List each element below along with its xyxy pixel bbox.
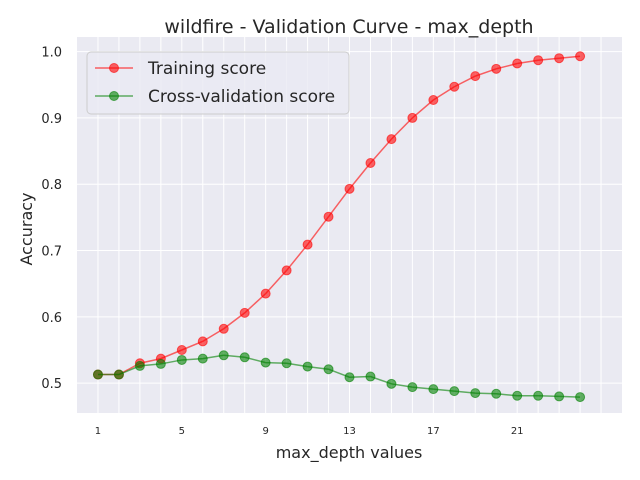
data-point-1 [113, 369, 124, 380]
data-point-0 [491, 63, 502, 74]
data-point-0 [302, 239, 313, 250]
data-point-1 [197, 353, 208, 364]
data-point-1 [260, 357, 271, 368]
data-point-1 [449, 386, 460, 397]
y-tick-label: 0.8 [41, 178, 62, 193]
data-point-1 [533, 390, 544, 401]
data-point-1 [428, 384, 439, 395]
legend-label-training: Training score [147, 59, 266, 79]
data-point-1 [407, 382, 418, 393]
data-point-1 [470, 388, 481, 399]
data-point-1 [92, 369, 103, 380]
data-point-0 [218, 323, 229, 334]
legend-label-cv: Cross-validation score [148, 87, 335, 107]
data-point-1 [302, 361, 313, 372]
data-point-0 [176, 345, 187, 356]
data-point-0 [449, 81, 460, 92]
x-tick-label: 9 [262, 426, 268, 437]
data-point-0 [470, 71, 481, 82]
data-point-0 [512, 58, 523, 69]
y-tick-label: 0.7 [41, 245, 62, 260]
y-tick-label: 0.5 [41, 377, 62, 392]
data-point-0 [407, 112, 418, 123]
x-tick-label: 1 [95, 426, 101, 437]
data-point-1 [554, 391, 565, 402]
data-point-1 [155, 358, 166, 369]
data-point-0 [428, 94, 439, 105]
data-point-1 [512, 390, 523, 401]
data-point-1 [365, 371, 376, 382]
y-tick-label: 0.9 [41, 112, 62, 127]
data-point-1 [239, 352, 250, 363]
data-point-1 [176, 354, 187, 365]
data-point-0 [239, 307, 250, 318]
y-tick-label: 0.6 [41, 311, 62, 326]
x-tick-label: 13 [343, 426, 356, 437]
chart-title: wildfire - Validation Curve - max_depth [164, 16, 533, 38]
data-point-0 [323, 211, 334, 222]
data-point-0 [554, 53, 565, 64]
data-point-0 [344, 183, 355, 194]
legend-marker-cv [109, 91, 119, 101]
data-point-0 [365, 157, 376, 168]
legend: Training score Cross-validation score [86, 51, 350, 115]
data-point-1 [575, 392, 586, 403]
data-point-0 [386, 134, 397, 145]
data-point-1 [281, 358, 292, 369]
data-point-0 [260, 288, 271, 299]
x-tick-label: 17 [427, 426, 440, 437]
x-tick-label: 21 [511, 426, 524, 437]
data-point-1 [323, 364, 334, 375]
data-point-0 [533, 55, 544, 66]
x-tick-label: 5 [179, 426, 185, 437]
data-point-1 [344, 372, 355, 383]
legend-marker-training [109, 63, 119, 73]
legend-box [86, 51, 350, 115]
data-point-0 [575, 51, 586, 62]
data-point-1 [386, 378, 397, 389]
data-point-0 [281, 265, 292, 276]
data-point-0 [197, 336, 208, 347]
y-tick-labels: 0.5 0.6 0.7 0.8 0.9 1.0 [41, 46, 62, 393]
y-tick-label: 1.0 [41, 46, 62, 61]
x-axis-label: max_depth values [276, 443, 423, 463]
data-point-1 [491, 388, 502, 399]
x-tick-labels: 1 5 9 13 17 21 [95, 426, 524, 437]
y-axis-label: Accuracy [17, 192, 36, 265]
data-point-1 [218, 350, 229, 361]
series-layer [92, 51, 586, 403]
data-point-1 [134, 360, 145, 371]
